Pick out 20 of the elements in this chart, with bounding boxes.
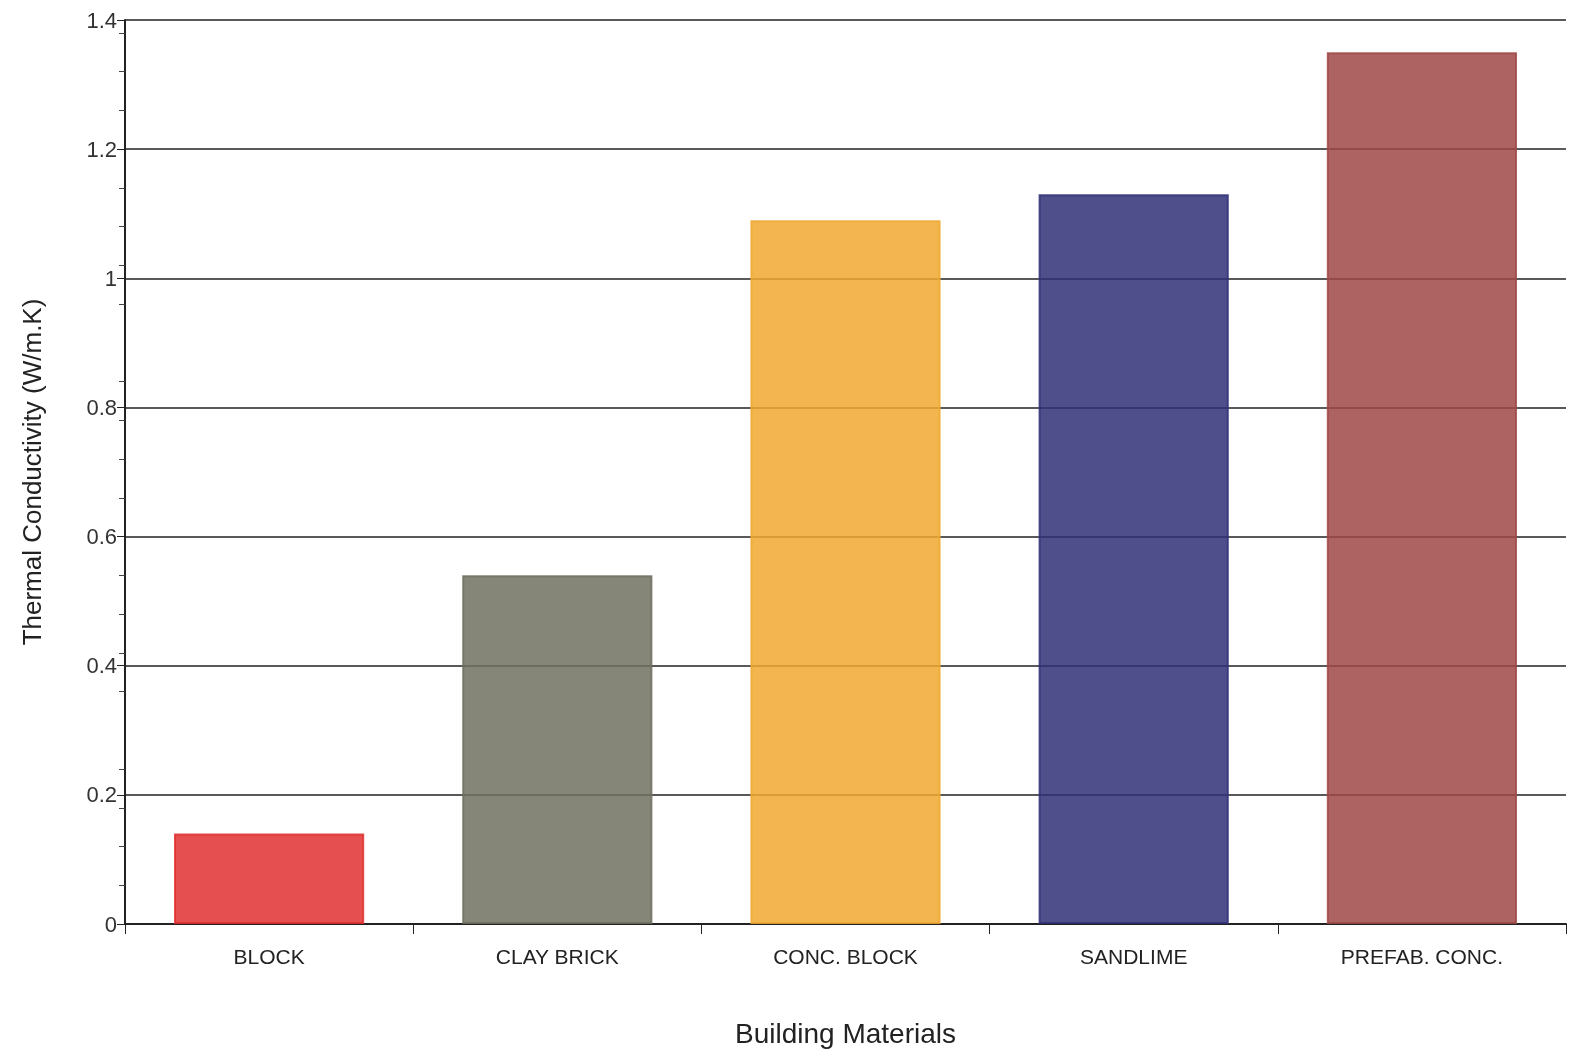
bar <box>1038 194 1229 924</box>
x-tick-label: SANDLIME <box>1080 945 1188 968</box>
x-tick-label: PREFAB. CONC. <box>1340 945 1503 968</box>
y-tick-label: 0.6 <box>86 524 117 550</box>
x-tick-label: BLOCK <box>233 945 305 968</box>
x-tick-label: CLAY BRICK <box>495 945 619 968</box>
bar <box>173 833 365 924</box>
bar <box>1326 52 1518 924</box>
x-axis-title: Building Materials <box>735 1017 956 1049</box>
y-tick-label: 1.2 <box>86 136 117 162</box>
bar <box>462 575 653 924</box>
y-tick-label: 1 <box>104 265 117 291</box>
y-tick-label: 0.2 <box>86 782 117 808</box>
y-tick-label: 0.8 <box>86 394 117 420</box>
x-tick-label: CONC. BLOCK <box>773 945 918 968</box>
bar <box>750 220 941 924</box>
y-tick-label: 0.4 <box>86 653 117 679</box>
y-axis-title: Thermal Conductivity (W/m.K) <box>17 298 47 646</box>
y-tick-label: 1.4 <box>86 7 117 33</box>
y-tick-label: 0 <box>104 911 117 937</box>
